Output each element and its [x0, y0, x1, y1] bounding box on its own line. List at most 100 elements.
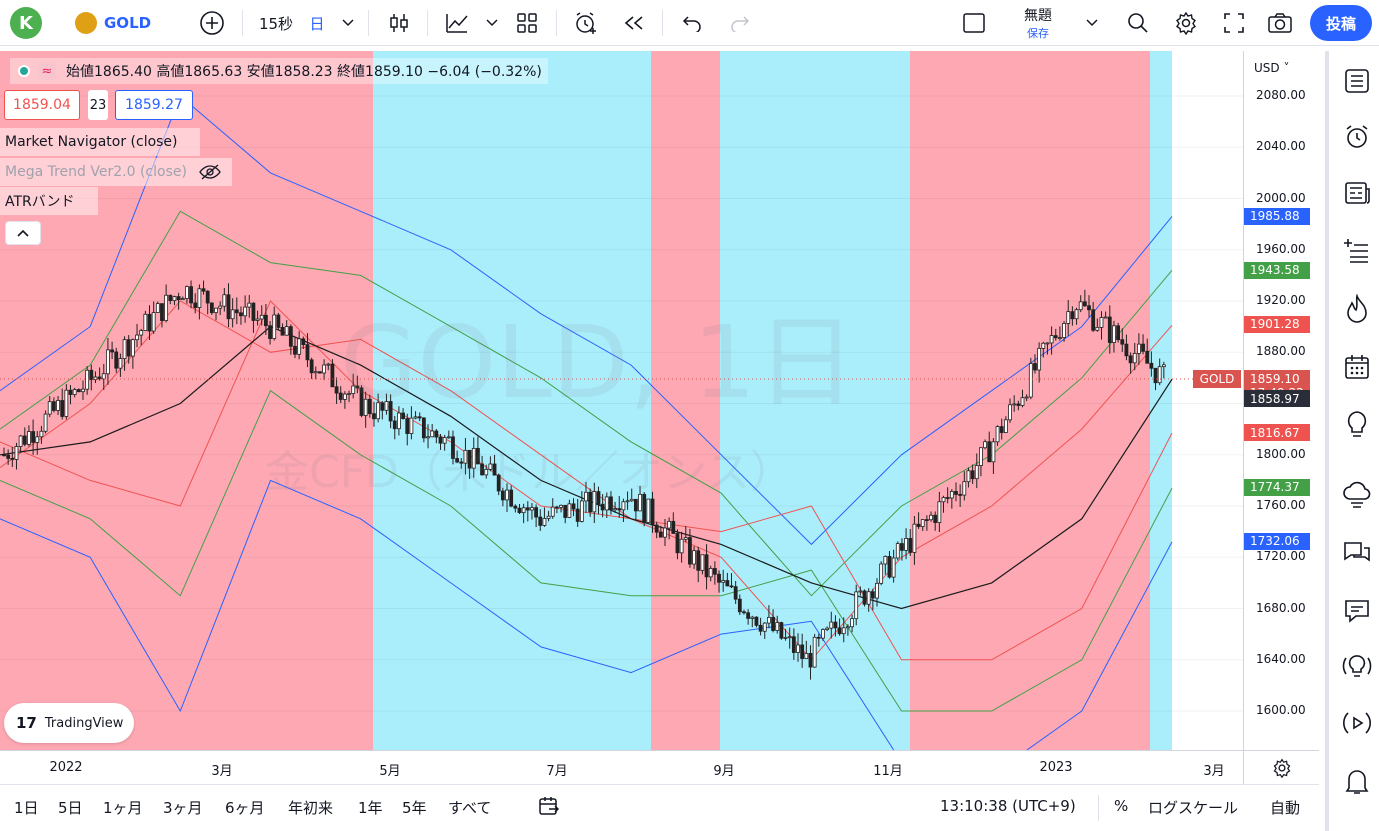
layout-name-block[interactable]: 無題 保存: [1010, 4, 1066, 42]
list-plus-icon: [1344, 239, 1368, 263]
range-button[interactable]: 6ヶ月: [225, 799, 265, 817]
candle-down: [509, 489, 514, 507]
collapse-legend-button[interactable]: [5, 221, 41, 245]
range-button[interactable]: 3ヶ月: [163, 799, 203, 817]
watchlist-button[interactable]: [1337, 61, 1377, 101]
sell-price-box[interactable]: 1859.04: [4, 90, 80, 120]
search-button[interactable]: [1122, 0, 1154, 46]
range-button[interactable]: 年初来: [288, 799, 334, 817]
indicators-button[interactable]: [440, 0, 474, 46]
goto-date-button[interactable]: [538, 795, 560, 821]
indicators-dropdown[interactable]: [482, 0, 502, 46]
publish-button[interactable]: 投稿: [1310, 5, 1372, 41]
clock[interactable]: 13:10:38 (UTC+9): [940, 797, 1076, 815]
log-scale-toggle[interactable]: ログスケール: [1148, 799, 1239, 817]
candle-down: [110, 349, 114, 353]
layout-select-button[interactable]: [958, 0, 990, 46]
interval-15s[interactable]: 15秒: [258, 14, 294, 33]
legend-ohlc-row: ≈ 始値1865.40 高値1865.63 安値1858.23 終値1859.1…: [10, 58, 548, 84]
candle-up: [218, 305, 223, 309]
candle-up: [255, 318, 260, 321]
candle-down: [288, 326, 293, 347]
candle-down: [476, 447, 480, 465]
alert-button[interactable]: [568, 0, 604, 46]
candle-up: [409, 417, 414, 434]
candle-down: [945, 497, 950, 499]
candle-down: [596, 491, 601, 505]
interval-dropdown[interactable]: [338, 0, 358, 46]
wave-icon[interactable]: ≈: [38, 62, 56, 80]
candle-down: [388, 401, 393, 422]
range-button[interactable]: すべて: [448, 799, 492, 817]
fullscreen-button[interactable]: [1218, 0, 1250, 46]
replay-button[interactable]: [616, 0, 652, 46]
layouts-button[interactable]: [510, 0, 544, 46]
candle-down: [268, 325, 272, 339]
candle-up: [322, 364, 327, 374]
candle-up: [118, 358, 123, 369]
candle-up: [106, 349, 110, 375]
add-list-button[interactable]: [1337, 231, 1377, 271]
ideas-button[interactable]: [1337, 405, 1377, 445]
chevron-down-icon: [1086, 19, 1098, 27]
interval-day[interactable]: 日: [309, 14, 325, 33]
indicator-mega-trend[interactable]: Mega Trend Ver2.0 (close): [0, 158, 232, 186]
candle-down: [1124, 343, 1129, 357]
candle-down: [367, 398, 372, 415]
symbol-search[interactable]: GOLD: [104, 14, 152, 32]
market-status-dot: [18, 65, 30, 77]
candle-down: [234, 309, 239, 314]
candle-up: [879, 563, 884, 584]
candle-down: [76, 389, 81, 393]
user-avatar[interactable]: K: [10, 7, 42, 39]
eye-slash-icon[interactable]: [199, 164, 221, 180]
regime-band-bull: [651, 51, 720, 750]
messages-button[interactable]: [1337, 591, 1377, 631]
candle-up: [829, 621, 834, 629]
notifications-button[interactable]: [1337, 761, 1377, 801]
square-icon: [963, 13, 985, 33]
indicator-mega-trend-label: Mega Trend Ver2.0 (close): [5, 164, 187, 180]
idea-stream-button[interactable]: [1337, 647, 1377, 687]
candle-up: [979, 447, 983, 466]
chart-settings-button[interactable]: [1243, 750, 1319, 784]
range-button[interactable]: 5日: [58, 799, 83, 817]
add-symbol-button[interactable]: [196, 0, 228, 46]
alerts-button[interactable]: [1337, 117, 1377, 157]
time-axis[interactable]: 2022 3月 5月 7月 9月 11月 2023 3月: [0, 750, 1243, 784]
snapshot-button[interactable]: [1264, 0, 1296, 46]
buy-price-box[interactable]: 1859.27: [115, 90, 193, 120]
atr-band-line-0: [0, 95, 1173, 546]
candle-up: [247, 302, 252, 308]
indicator-atr-band[interactable]: ATRバンド: [0, 187, 98, 215]
price-axis[interactable]: USD ˅ 2080.00 2040.00 2000.00 1960.00 1920.0…: [1243, 51, 1319, 750]
save-dropdown[interactable]: [1082, 0, 1102, 46]
range-button[interactable]: 1年: [358, 799, 383, 817]
chart-pane[interactable]: GOLD, 1日 金CFD（米ドル／オンス）: [0, 51, 1243, 750]
range-button[interactable]: 5年: [402, 799, 427, 817]
bar-style-button[interactable]: [382, 0, 416, 46]
streams-button[interactable]: [1337, 703, 1377, 743]
candle-down: [654, 524, 659, 533]
redo-button[interactable]: [724, 0, 756, 46]
indicator-market-navigator[interactable]: Market Navigator (close): [0, 128, 200, 156]
tradingview-logo[interactable]: 17 TradingView: [4, 703, 134, 743]
range-button[interactable]: 1日: [14, 799, 39, 817]
chat-button[interactable]: [1337, 475, 1377, 515]
candle-down: [1116, 325, 1121, 341]
candle-up: [442, 437, 447, 444]
auto-scale-toggle[interactable]: 自動: [1270, 799, 1301, 817]
candle-down: [671, 520, 676, 534]
chats-button[interactable]: [1337, 533, 1377, 573]
range-button[interactable]: 1ヶ月: [103, 799, 143, 817]
price-chart[interactable]: [0, 51, 1243, 750]
calendar-button[interactable]: [1337, 347, 1377, 387]
settings-button[interactable]: [1170, 0, 1202, 46]
undo-button[interactable]: [676, 0, 708, 46]
candle-up: [846, 626, 850, 629]
candle-up: [1028, 363, 1033, 398]
hotlists-button[interactable]: [1337, 289, 1377, 329]
news-button[interactable]: [1337, 173, 1377, 213]
currency-selector[interactable]: USD ˅: [1254, 61, 1290, 75]
percent-toggle[interactable]: %: [1114, 797, 1129, 815]
